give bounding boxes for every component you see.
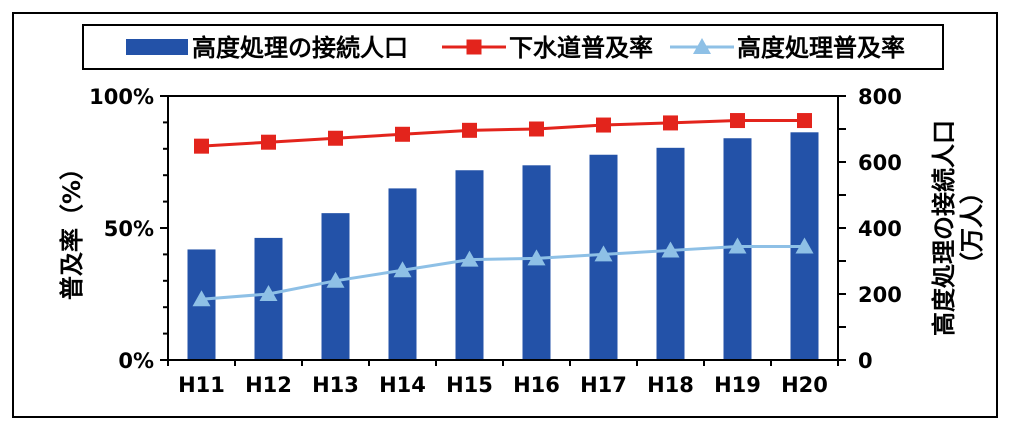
- right-tick-label: 200: [858, 283, 902, 307]
- point-advanced-rate-H17: [594, 245, 613, 262]
- point-sewer-rate-H13: [328, 130, 343, 146]
- point-advanced-rate-H18: [661, 241, 680, 258]
- x-tick-label: H20: [781, 373, 828, 397]
- left-axis-title: 普及率（%）: [58, 156, 86, 300]
- point-sewer-rate-H14: [395, 126, 410, 142]
- legend-red-label: 下水道普及率: [509, 34, 653, 62]
- point-advanced-rate-H15: [460, 250, 479, 267]
- point-sewer-rate-H12: [261, 134, 276, 150]
- right-tick-label: 600: [858, 151, 902, 175]
- legend: [82, 24, 944, 70]
- left-tick-label: 0%: [118, 349, 154, 373]
- point-sewer-rate-H20: [797, 113, 812, 129]
- point-advanced-rate-H11: [192, 290, 211, 307]
- legend-bar-swatch: [126, 39, 188, 55]
- right-axis-title-line1: 高度処理の接続人口: [930, 120, 958, 336]
- point-sewer-rate-H11: [194, 138, 209, 154]
- point-sewer-rate-H15: [462, 122, 477, 138]
- point-sewer-rate-H18: [663, 115, 678, 131]
- x-tick-label: H13: [312, 373, 359, 397]
- left-tick-label: 100%: [89, 85, 154, 109]
- x-tick-label: H16: [513, 373, 560, 397]
- point-sewer-rate-H16: [529, 121, 544, 137]
- left-tick-label: 50%: [104, 217, 154, 241]
- legend-red-marker: [466, 39, 482, 55]
- right-tick-label: 0: [858, 349, 873, 373]
- point-sewer-rate-H19: [730, 113, 745, 129]
- right-axis-title-line2: （万人）: [958, 180, 986, 276]
- x-tick-label: H19: [714, 373, 761, 397]
- x-tick-label: H18: [647, 373, 694, 397]
- legend-blue-marker: [693, 38, 711, 54]
- point-advanced-rate-H13: [326, 271, 345, 288]
- x-tick-label: H17: [580, 373, 627, 397]
- x-tick-label: H14: [379, 373, 426, 397]
- series-line-sewer-rate: [201, 119, 805, 148]
- right-tick-label: 400: [858, 217, 902, 241]
- x-tick-label: H12: [245, 373, 292, 397]
- x-tick-label: H11: [178, 373, 225, 397]
- point-advanced-rate-H14: [393, 261, 412, 278]
- series-line-advanced-rate: [201, 244, 805, 301]
- x-tick-label: H15: [446, 373, 493, 397]
- legend-bar-label: 高度処理の接続人口: [192, 34, 408, 62]
- point-advanced-rate-H20: [795, 237, 814, 254]
- point-advanced-rate-H19: [728, 237, 747, 254]
- legend-blue-label: 高度処理普及率: [737, 34, 905, 62]
- chart-frame: [12, 12, 998, 418]
- point-advanced-rate-H16: [527, 249, 546, 266]
- right-tick-label: 800: [858, 85, 902, 109]
- point-advanced-rate-H12: [259, 285, 278, 301]
- point-sewer-rate-H17: [596, 117, 611, 133]
